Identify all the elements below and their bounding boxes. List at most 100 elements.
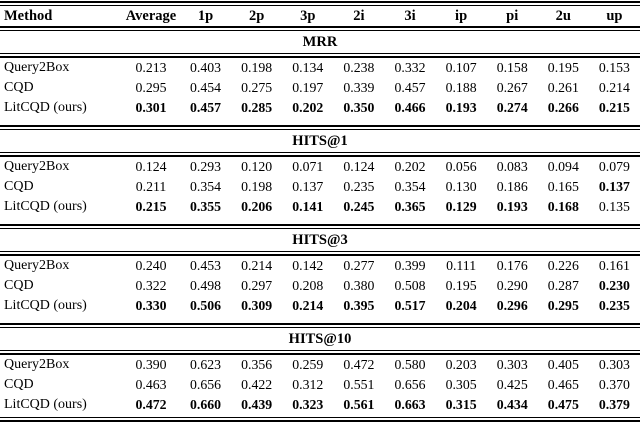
metric-value: 0.137	[598, 179, 630, 194]
metric-value: 0.230	[598, 278, 630, 293]
metric-value: 0.285	[241, 100, 273, 115]
metric-value: 0.137	[292, 179, 324, 194]
metric-value: 0.274	[496, 100, 528, 115]
column-header-pi: pi	[506, 8, 519, 24]
metric-value: 0.303	[496, 357, 528, 372]
metric-value: 0.158	[496, 60, 528, 75]
metric-value: 0.425	[496, 377, 528, 392]
metric-value: 0.379	[598, 397, 630, 412]
metric-value: 0.245	[343, 199, 375, 214]
metric-value: 0.290	[496, 278, 528, 293]
metric-value: 0.214	[241, 258, 273, 273]
method-name: CQD	[4, 377, 34, 392]
column-header-2u: 2u	[555, 8, 571, 24]
metric-value: 0.309	[241, 298, 273, 313]
column-header-2i: 2i	[353, 8, 365, 24]
metric-value: 0.301	[135, 100, 167, 115]
bottom-rule	[0, 417, 640, 422]
metric-value: 0.315	[445, 397, 477, 412]
table-row: LitCQD (ours) 0.330 0.506 0.309 0.214 0.395 0.…	[0, 296, 640, 316]
spacer	[0, 316, 640, 323]
method-name: LitCQD (ours)	[4, 298, 87, 313]
metric-value: 0.403	[190, 60, 222, 75]
table-row: CQD 0.322 0.498 0.297 0.208 0.380 0.508 0.195 0.…	[0, 276, 640, 296]
section-title: HITS@1	[292, 133, 348, 149]
metric-value: 0.153	[598, 60, 630, 75]
metric-value: 0.453	[190, 258, 222, 273]
metric-value: 0.475	[547, 397, 579, 412]
metric-value: 0.130	[445, 179, 477, 194]
section-top-rule	[0, 125, 640, 130]
method-name: CQD	[4, 80, 34, 95]
metric-value: 0.198	[241, 179, 273, 194]
metric-value: 0.463	[135, 377, 167, 392]
metric-value: 0.405	[547, 357, 579, 372]
spacer	[0, 217, 640, 224]
metric-value: 0.287	[547, 278, 579, 293]
metric-value: 0.235	[598, 298, 630, 313]
column-header-3p: 3p	[300, 8, 316, 24]
table-row: Query2Box 0.390 0.623 0.356 0.259 0.472 0.580 0…	[0, 355, 640, 375]
metric-value: 0.206	[241, 199, 273, 214]
metric-value: 0.350	[343, 100, 375, 115]
section-title-rule	[0, 251, 640, 256]
metric-value: 0.226	[547, 258, 579, 273]
metric-value: 0.355	[190, 199, 222, 214]
table-row: LitCQD (ours) 0.215 0.355 0.206 0.141 0.245 0.…	[0, 197, 640, 217]
metric-value: 0.457	[394, 80, 426, 95]
metric-value: 0.197	[292, 80, 324, 95]
metric-value: 0.305	[445, 377, 477, 392]
metric-value: 0.399	[394, 258, 426, 273]
column-header-2p: 2p	[249, 8, 265, 24]
metric-value: 0.259	[292, 357, 324, 372]
column-header-Average: Average	[125, 8, 177, 24]
metric-value: 0.323	[292, 397, 324, 412]
metric-value: 0.168	[547, 199, 579, 214]
metric-value: 0.277	[343, 258, 375, 273]
method-name: LitCQD (ours)	[4, 397, 87, 412]
metric-value: 0.354	[394, 179, 426, 194]
table-row: CQD 0.463 0.656 0.422 0.312 0.551 0.656 0.305 0.…	[0, 375, 640, 395]
metric-value: 0.330	[135, 298, 167, 313]
metric-value: 0.202	[292, 100, 324, 115]
metric-value: 0.213	[135, 60, 167, 75]
metric-value: 0.454	[190, 80, 222, 95]
metric-value: 0.238	[343, 60, 375, 75]
metric-value: 0.656	[394, 377, 426, 392]
metric-value: 0.465	[547, 377, 579, 392]
method-name: LitCQD (ours)	[4, 100, 87, 115]
metric-value: 0.457	[190, 100, 222, 115]
metric-value: 0.380	[343, 278, 375, 293]
metric-value: 0.551	[343, 377, 375, 392]
table-row: LitCQD (ours) 0.472 0.660 0.439 0.323 0.561 0.…	[0, 395, 640, 415]
metric-value: 0.204	[445, 298, 477, 313]
metric-value: 0.267	[496, 80, 528, 95]
metric-value: 0.215	[598, 100, 630, 115]
metric-value: 0.508	[394, 278, 426, 293]
metric-value: 0.215	[135, 199, 167, 214]
section-title: HITS@10	[288, 331, 352, 347]
table-row: CQD 0.211 0.354 0.198 0.137 0.235 0.354 0.130 0.…	[0, 177, 640, 197]
section-title: HITS@3	[292, 232, 348, 248]
column-header-1p: 1p	[197, 8, 214, 24]
metric-value: 0.498	[190, 278, 222, 293]
section-title-rule	[0, 350, 640, 355]
metric-value: 0.339	[343, 80, 375, 95]
metric-value: 0.188	[445, 80, 477, 95]
method-name: CQD	[4, 278, 34, 293]
metric-value: 0.312	[292, 377, 324, 392]
metric-value: 0.434	[496, 397, 528, 412]
method-name: LitCQD (ours)	[4, 199, 87, 214]
table-row: LitCQD (ours) 0.301 0.457 0.285 0.202 0.350 0.…	[0, 98, 640, 118]
table-row: Query2Box 0.124 0.293 0.120 0.071 0.124 0.202 0…	[0, 157, 640, 177]
metric-value: 0.094	[547, 159, 579, 174]
metric-value: 0.235	[343, 179, 375, 194]
metric-value: 0.211	[135, 179, 167, 194]
column-header-method: Method	[4, 8, 53, 24]
metric-value: 0.193	[445, 100, 477, 115]
column-header-3i: 3i	[404, 8, 416, 24]
metric-value: 0.129	[445, 199, 477, 214]
metric-value: 0.517	[394, 298, 426, 313]
metric-value: 0.354	[190, 179, 222, 194]
metric-value: 0.203	[445, 357, 477, 372]
